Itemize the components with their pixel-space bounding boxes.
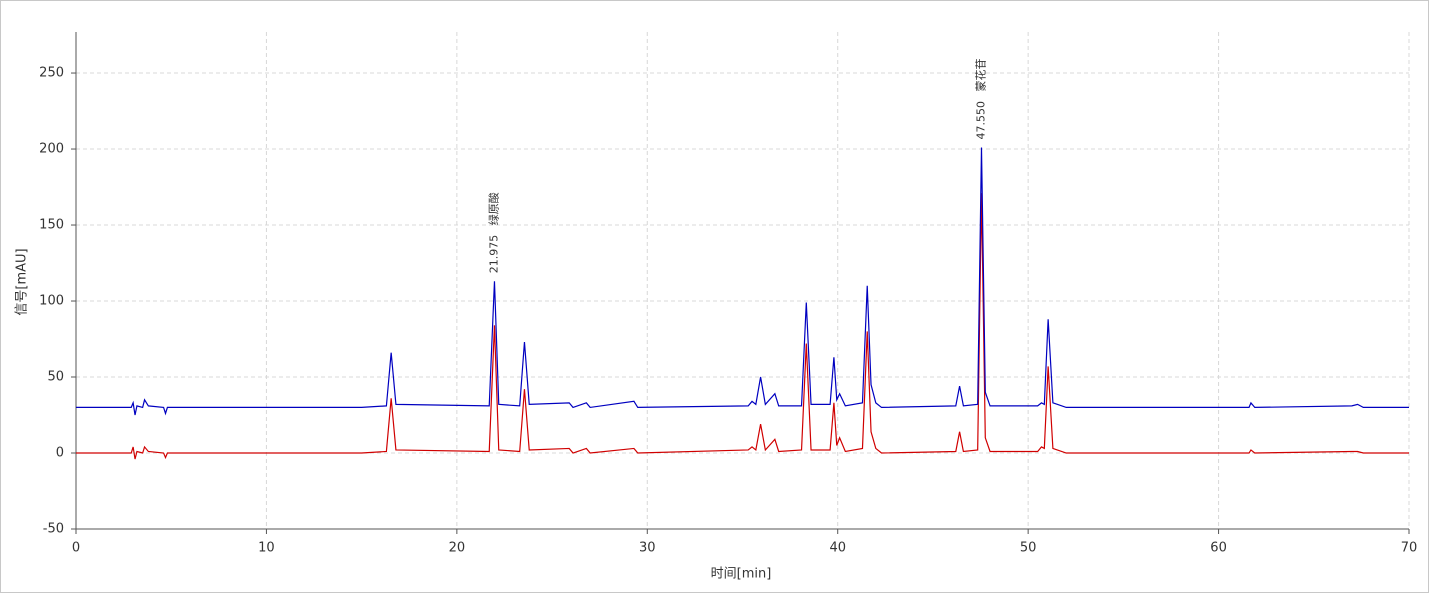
y-tick-label: -50 — [43, 522, 64, 537]
x-tick-label: 30 — [639, 541, 656, 556]
y-tick-label: 100 — [39, 294, 64, 309]
peak-name: 蒙花苷 — [973, 59, 987, 92]
y-tick-label: 150 — [39, 218, 64, 233]
x-tick-label: 50 — [1020, 541, 1037, 556]
y-tick-label: 0 — [56, 446, 64, 461]
peak-time: 47.550 — [974, 101, 987, 140]
x-tick-label: 40 — [829, 541, 846, 556]
peak-time: 21.975 — [487, 235, 500, 274]
y-tick-label: 250 — [39, 66, 64, 81]
x-tick-label: 60 — [1210, 541, 1227, 556]
x-tick-label: 10 — [258, 541, 275, 556]
peak-name: 绿原酸 — [486, 192, 500, 225]
x-tick-label: 20 — [449, 541, 466, 556]
y-axis-label: 信号[mAU] — [15, 248, 30, 315]
y-tick-label: 50 — [47, 370, 64, 385]
trace — [76, 193, 1409, 460]
y-tick-label: 200 — [39, 142, 64, 157]
x-tick-label: 70 — [1401, 541, 1418, 556]
x-tick-label: 0 — [72, 541, 80, 556]
trace — [76, 147, 1409, 416]
x-axis-label: 时间[min] — [711, 567, 772, 582]
